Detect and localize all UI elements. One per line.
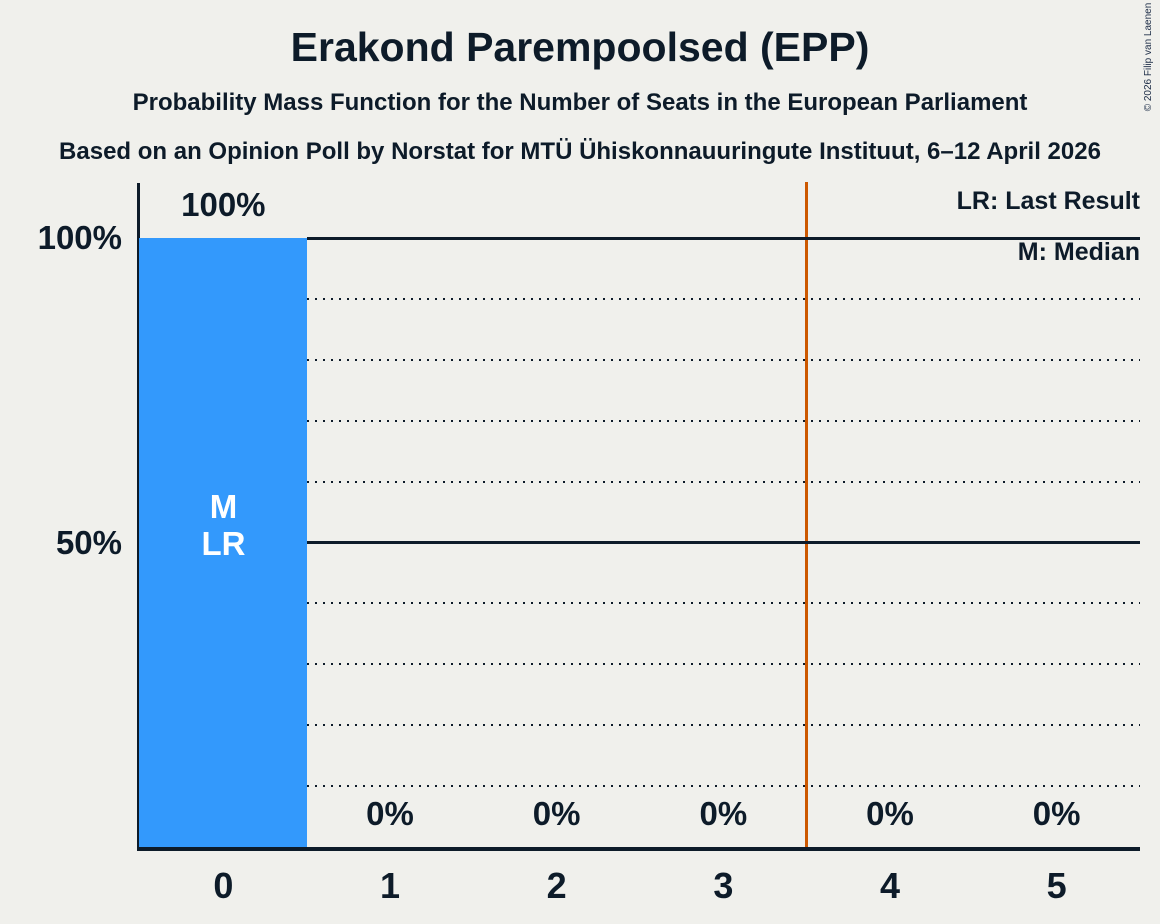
y-tick-label-50: 50% xyxy=(55,523,122,561)
chart-subtitle: Probability Mass Function for the Number… xyxy=(132,89,1028,116)
x-tick-label-0: 0 xyxy=(213,865,234,906)
bar-value-label-3: 0% xyxy=(699,795,748,832)
bar-value-label-2: 0% xyxy=(532,795,581,832)
bar-value-label-0: 100% xyxy=(181,186,266,223)
gridline-dotted-60 xyxy=(306,480,1140,483)
bar-seats-0 xyxy=(139,238,307,847)
y-axis-line xyxy=(137,183,140,851)
gridline-solid-50 xyxy=(306,541,1140,544)
gridline-dotted-70 xyxy=(306,419,1140,422)
median-marker: M xyxy=(209,488,238,525)
bar-value-label-1: 0% xyxy=(366,795,414,832)
gridline-dotted-30 xyxy=(306,663,1140,666)
x-tick-label-1: 1 xyxy=(379,865,400,906)
x-tick-label-2: 2 xyxy=(546,865,567,906)
y-tick-label-100: 100% xyxy=(37,219,122,256)
gridline-dotted-10 xyxy=(306,785,1140,788)
median-last-result-annotation: M LR xyxy=(140,488,307,562)
gridline-solid-100 xyxy=(306,236,1140,240)
x-tick-label-4: 4 xyxy=(879,865,900,906)
x-tick-label-5: 5 xyxy=(1046,865,1067,906)
copyright-notice: © 2026 Filip van Laenen xyxy=(1143,2,1154,112)
chart-title: Erakond Parempoolsed (EPP) xyxy=(290,24,870,70)
gridline-dotted-90 xyxy=(306,297,1140,300)
x-axis-line xyxy=(137,847,1140,851)
legend-last-result: LR: Last Result xyxy=(956,187,1140,215)
gridline-dotted-80 xyxy=(306,358,1140,361)
gridline-dotted-40 xyxy=(306,602,1140,605)
bar-value-label-4: 0% xyxy=(866,795,914,832)
bar-value-label-5: 0% xyxy=(1032,795,1081,832)
chart-source-line: Based on an Opinion Poll by Norstat for … xyxy=(59,138,1101,165)
threshold-line xyxy=(805,182,809,847)
legend-median: M: Median xyxy=(1017,238,1140,266)
gridline-dotted-20 xyxy=(306,724,1140,727)
x-tick-label-3: 3 xyxy=(713,865,734,906)
last-result-marker: LR xyxy=(201,525,246,562)
